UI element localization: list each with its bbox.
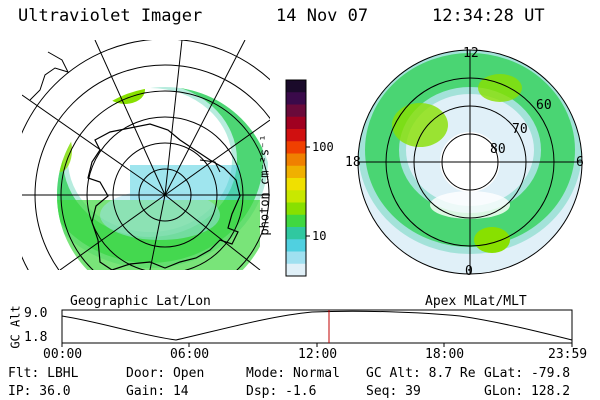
colorbar-segment	[286, 263, 306, 277]
altitude-plot	[61, 309, 573, 347]
date-label: 14 Nov 07	[276, 6, 369, 26]
meridians-left	[22, 40, 270, 270]
colorbar-segment	[286, 251, 306, 265]
xtick-1800: 18:00	[425, 347, 465, 362]
glat-label: GLat: -79.8	[484, 366, 571, 381]
mlat-label-80: 80	[490, 142, 506, 157]
colorbar-tick-10: 10	[312, 229, 327, 243]
colorbar-units: photon cm⁻²s⁻¹	[257, 134, 272, 236]
mlt-label-12: 12	[463, 46, 479, 61]
colorbar-frame	[285, 79, 307, 277]
mlt-label-18: 18	[345, 155, 361, 170]
xtick-2359: 23:59	[548, 347, 588, 362]
xtick-0600: 06:00	[170, 347, 210, 362]
filter-label: Flt: LBHL	[8, 366, 79, 381]
time-label: 12:34:28 UT	[432, 6, 545, 26]
mode-label: Mode: Normal	[246, 366, 340, 381]
colorbar-ticks	[306, 146, 310, 237]
altitude-ylabel: GC Alt	[8, 305, 23, 349]
door-label: Door: Open	[126, 366, 205, 381]
colorbar-segment	[286, 202, 306, 216]
mlt-label-6: 6	[576, 155, 584, 170]
mlat-label-70: 70	[512, 122, 528, 137]
xtick-1200: 12:00	[298, 347, 338, 362]
altitude-curve	[61, 310, 573, 341]
magnetic-map	[357, 49, 583, 275]
colorbar-segment	[286, 129, 306, 142]
colorbar-segment	[286, 165, 306, 179]
altitude-ytick-9: 9.0	[24, 306, 48, 321]
colorbar-segment	[286, 153, 306, 167]
gain-label: Gain: 14	[126, 384, 189, 399]
colorbar-segment	[286, 227, 306, 240]
colorbar-segment	[286, 214, 306, 228]
colorbar-segment	[286, 141, 306, 154]
glon-label: GLon: 128.2	[484, 384, 571, 399]
mlat-label-60: 60	[536, 98, 552, 113]
altitude-xticks	[61, 343, 573, 347]
colorbar-segment	[286, 239, 306, 252]
colorbar-segment	[286, 178, 306, 191]
dsp-label: Dsp: -1.6	[246, 384, 317, 399]
apex-map-label: Apex MLat/MLT	[425, 294, 527, 309]
colorbar	[286, 80, 306, 277]
colorbar-segment	[286, 92, 306, 105]
altitude-plot-frame	[61, 309, 573, 344]
seq-label: Seq: 39	[366, 384, 421, 399]
geographic-map	[22, 40, 270, 270]
instrument-title: Ultraviolet Imager	[18, 6, 203, 26]
xtick-0000: 00:00	[43, 347, 83, 362]
mlt-label-0: 0	[465, 264, 473, 279]
ip-label: IP: 36.0	[8, 384, 71, 399]
altitude-ytick-1: 1.8	[24, 330, 48, 345]
aurora-oval-left	[57, 87, 268, 270]
coastline	[87, 123, 241, 270]
colorbar-tick-100: 100	[312, 140, 334, 154]
mlt-meridians	[358, 50, 582, 274]
colorbar-segment	[286, 190, 306, 203]
colorbar-segment	[286, 116, 306, 130]
geographic-map-label: Geographic Lat/Lon	[70, 294, 211, 309]
colorbar-segment	[286, 104, 306, 118]
colorbar-segment	[286, 80, 306, 93]
gc-alt-label: GC Alt: 8.7 Re	[366, 366, 476, 381]
